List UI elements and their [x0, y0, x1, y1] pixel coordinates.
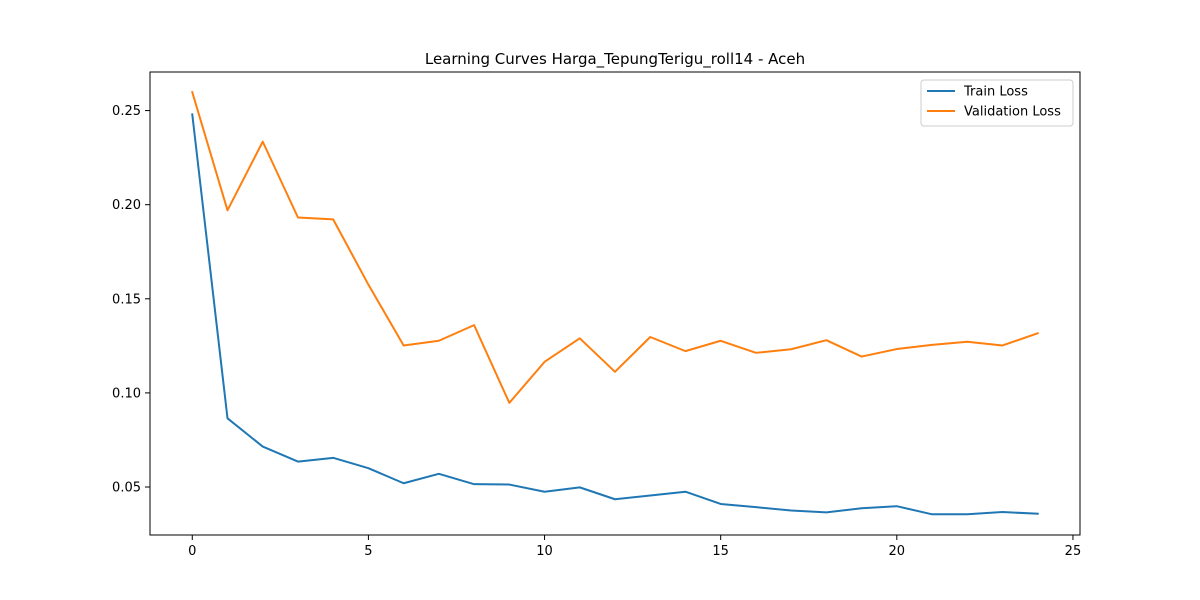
x-tick-label: 5 — [364, 544, 372, 559]
y-tick-label: 0.10 — [112, 386, 141, 401]
y-tick-label: 0.15 — [112, 292, 141, 307]
x-tick-label: 20 — [889, 544, 906, 559]
plot-layer — [191, 90, 1040, 516]
chart-title: Learning Curves Harga_TepungTerigu_roll1… — [425, 50, 805, 69]
legend-box — [920, 79, 1074, 127]
x-tick-label: 10 — [536, 544, 553, 559]
x-tick-label: 25 — [1065, 544, 1082, 559]
y-tick-label: 0.25 — [112, 104, 141, 119]
legend-label: Train Loss — [963, 85, 1028, 100]
series-line-validation-loss — [191, 90, 1040, 404]
plot-frame — [149, 71, 1081, 536]
y-tick-label: 0.05 — [112, 481, 141, 496]
legend: Train Loss Validation Loss — [920, 79, 1074, 127]
legend-label: Validation Loss — [964, 105, 1061, 120]
x-tick-label: 15 — [712, 544, 729, 559]
x-tick-label: 0 — [188, 544, 196, 559]
series-line-train-loss — [191, 113, 1039, 516]
ticks-layer: 0 5 10 15 20 25 0.05 0.10 0.15 0.20 0.25 — [112, 104, 1081, 559]
y-tick-label: 0.20 — [112, 198, 141, 213]
